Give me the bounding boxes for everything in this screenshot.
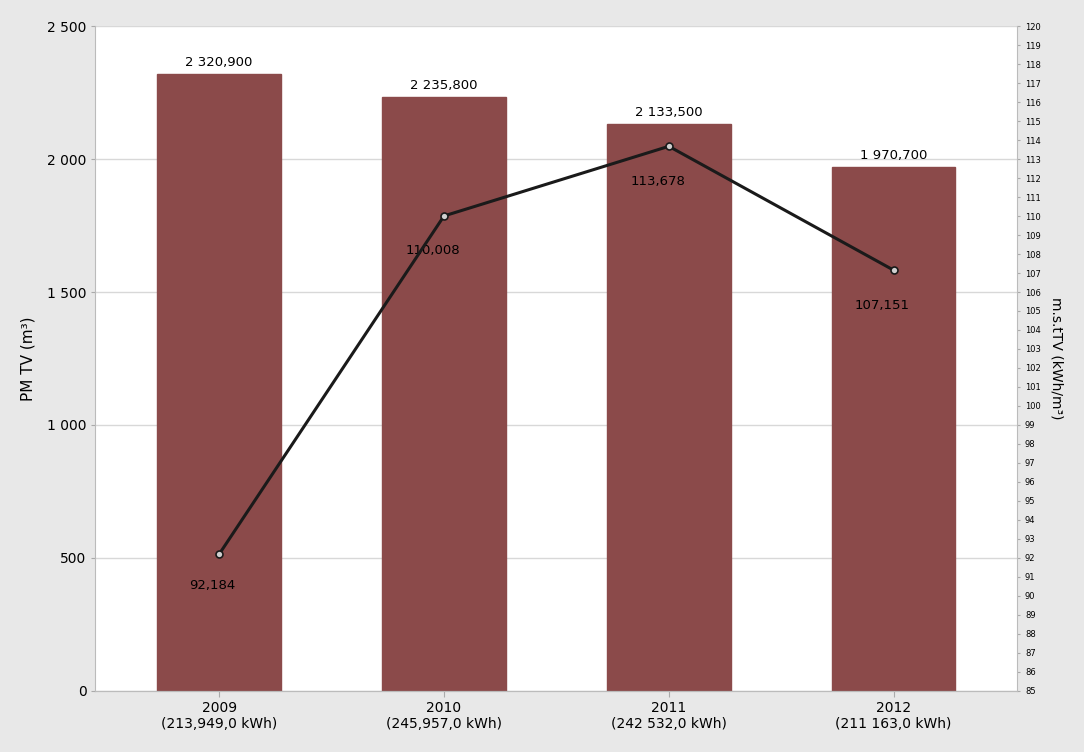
Text: 2 320,900: 2 320,900 — [185, 56, 253, 69]
Text: 113,678: 113,678 — [630, 174, 685, 188]
Text: 92,184: 92,184 — [190, 579, 235, 592]
Text: 1 970,700: 1 970,700 — [860, 149, 927, 162]
Bar — [383, 96, 506, 690]
Bar — [607, 124, 731, 690]
Bar — [157, 74, 281, 690]
Y-axis label: m.s.tTV (kWh/m³): m.s.tTV (kWh/m³) — [1049, 297, 1063, 420]
Text: 2 235,800: 2 235,800 — [410, 79, 478, 92]
Text: 107,151: 107,151 — [855, 299, 909, 311]
Y-axis label: PM TV (m³): PM TV (m³) — [21, 316, 36, 401]
Bar — [831, 167, 955, 690]
Text: 110,008: 110,008 — [405, 244, 460, 257]
Text: 2 133,500: 2 133,500 — [635, 106, 702, 119]
